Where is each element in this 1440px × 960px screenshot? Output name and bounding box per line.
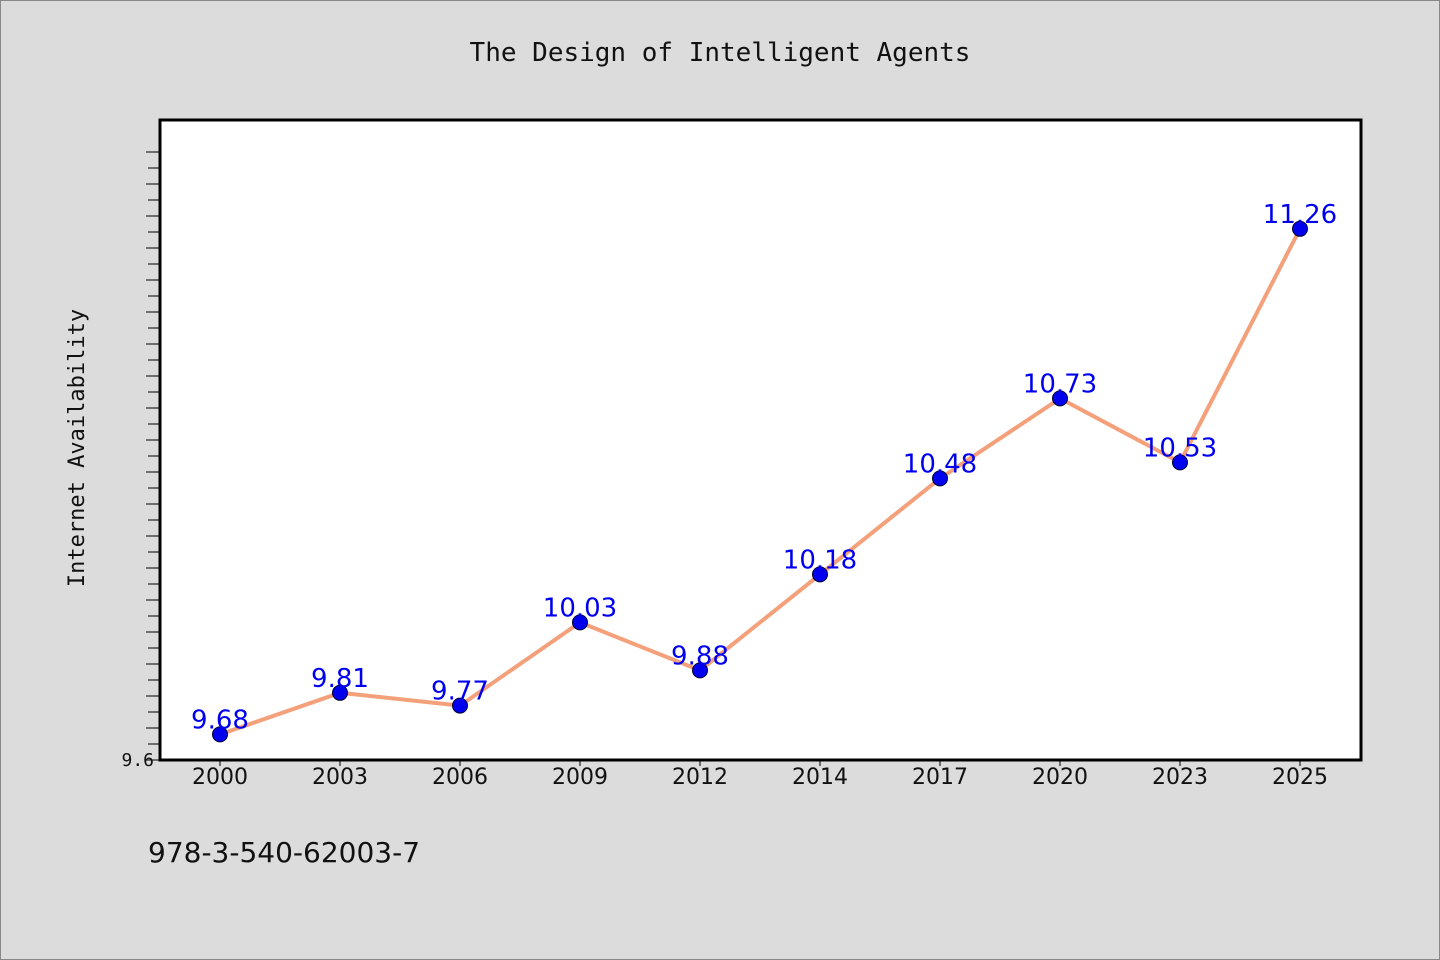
y-axis-label: Internet Availability	[65, 309, 90, 587]
data-label: 11.26	[1263, 200, 1337, 230]
series-markers	[212, 220, 1308, 743]
data-point	[932, 470, 948, 487]
data-point	[692, 662, 708, 679]
x-tick-label: 2025	[1272, 765, 1328, 790]
data-label: 9.88	[671, 641, 729, 671]
data-point	[1052, 390, 1068, 407]
x-tick-label: 2012	[672, 765, 728, 790]
data-point	[812, 566, 828, 583]
chart-title: The Design of Intelligent Agents	[470, 38, 971, 68]
data-label: 10.48	[903, 449, 977, 479]
data-label: 9.77	[431, 677, 489, 707]
x-tick-label: 2000	[192, 765, 248, 790]
plot-area	[158, 118, 1363, 762]
y-axis-ticks: 9.6	[121, 151, 160, 771]
x-tick-label: 2020	[1032, 765, 1088, 790]
data-label: 9.81	[311, 664, 369, 694]
x-tick-label: 2017	[912, 765, 968, 790]
isbn-footer: 978-3-540-62003-7	[148, 836, 420, 869]
data-point	[212, 726, 228, 743]
series-line-group	[219, 227, 1302, 737]
data-labels: 9.68 9.81 9.77 10.03 9.88 10.18 10.48 10.73 10.5…	[191, 200, 1337, 736]
data-label: 10.53	[1143, 433, 1217, 463]
y-tick-label: 9.6	[121, 750, 154, 771]
x-tick-label: 2006	[432, 765, 488, 790]
data-point	[572, 614, 588, 631]
data-point	[1292, 220, 1308, 237]
data-point	[332, 684, 348, 701]
data-label: 10.73	[1023, 369, 1097, 399]
x-tick-label: 2009	[552, 765, 608, 790]
data-point	[1172, 454, 1188, 471]
x-axis-ticks: 2000 2003 2006 2009 2012 2014 2017 2020 2023 2025	[192, 760, 1328, 790]
x-tick-label: 2014	[792, 765, 848, 790]
data-point	[452, 697, 468, 714]
data-label: 9.68	[191, 705, 249, 735]
series-line	[219, 227, 1302, 737]
data-label: 10.18	[783, 545, 857, 575]
x-tick-label: 2003	[312, 765, 368, 790]
x-tick-label: 2023	[1152, 765, 1208, 790]
data-label: 10.03	[543, 593, 617, 623]
